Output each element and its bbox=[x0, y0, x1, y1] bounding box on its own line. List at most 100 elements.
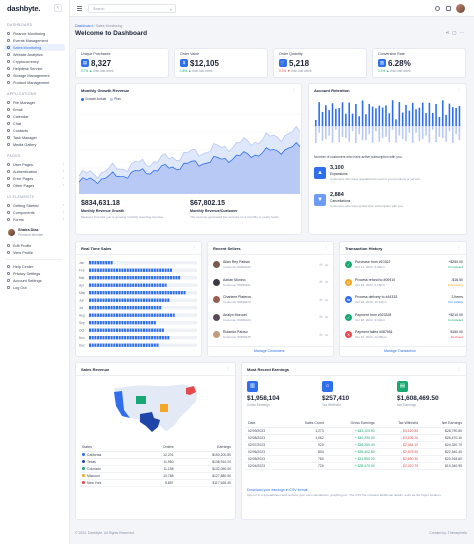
bar-segment bbox=[91, 328, 94, 332]
search-input[interactable]: Search ⌕ bbox=[88, 4, 176, 13]
breadcrumb-separator: / bbox=[93, 24, 95, 28]
share-icon[interactable]: ⋖ bbox=[445, 30, 453, 35]
phone-icon[interactable]: ☏ bbox=[324, 297, 331, 302]
sidebar-section-ui-elements: UI ELEMENTS bbox=[7, 195, 35, 199]
seller-row[interactable]: Charlene Plateros Customer ID#00223 ✉☏ bbox=[213, 293, 331, 306]
phone-icon[interactable]: ☏ bbox=[324, 280, 331, 284]
sidebar-item-task-manager[interactable]: Task Manager bbox=[0, 134, 69, 141]
phone-icon[interactable]: ☏ bbox=[324, 262, 331, 267]
sidebar-item-other-pages[interactable]: Other Pages › bbox=[0, 182, 69, 189]
sidebar-item-account-settings[interactable]: Account Settings bbox=[0, 277, 69, 284]
bar-segment bbox=[153, 283, 156, 287]
sidebar-item-authentication[interactable]: Authentication › bbox=[0, 168, 69, 175]
column-header: Net Earnings bbox=[420, 420, 464, 428]
bar-segment bbox=[151, 343, 154, 347]
message-icon[interactable]: ✉ bbox=[319, 315, 325, 319]
seller-row[interactable]: Adrian Monino Customer ID#00221 ✉☏ bbox=[213, 276, 331, 289]
sidebar-item-product-management[interactable]: Product Management bbox=[0, 79, 69, 86]
sidebar-collapse-button[interactable]: ‹ bbox=[54, 4, 62, 12]
sidebar-item-sales-monitoring[interactable]: Sales Monitoring bbox=[4, 44, 65, 51]
bar-segment bbox=[145, 283, 148, 287]
sidebar-item-user-pages[interactable]: User Pages › bbox=[0, 161, 69, 168]
bar-segment bbox=[110, 291, 113, 295]
sidebar-item-website-analytics[interactable]: Website Analytics bbox=[0, 51, 69, 58]
sidebar-item-forms[interactable]: Forms › bbox=[0, 216, 69, 223]
settings-icon[interactable] bbox=[446, 6, 451, 11]
sidebar-item-components[interactable]: Components › bbox=[0, 209, 69, 216]
seller-row[interactable]: Analyn Morconi Customer ID#00224 ✉☏ bbox=[213, 311, 331, 324]
sidebar-item-view-profile[interactable]: View Profile bbox=[0, 249, 69, 256]
sidebar-item-calendar[interactable]: Calendar bbox=[0, 113, 69, 120]
sidebar-item-edit-profile[interactable]: Edit Profile bbox=[0, 242, 69, 249]
app-logo[interactable]: dashbyte. bbox=[7, 4, 41, 13]
bar-segment bbox=[126, 313, 129, 317]
user-card[interactable]: Shaira Diaz Premium Member bbox=[5, 226, 64, 239]
message-icon[interactable]: ✉ bbox=[319, 280, 325, 284]
breadcrumb-root[interactable]: Dashboard bbox=[75, 24, 93, 28]
more-icon[interactable]: ⋯ bbox=[459, 30, 467, 35]
bar-segment bbox=[113, 328, 116, 332]
sidebar-item-getting-started[interactable]: Getting Started › bbox=[0, 202, 69, 209]
card-menu-icon[interactable]: ⋮ bbox=[292, 87, 296, 92]
seller-row[interactable]: Rolando Paloso Customer ID#00225 ✉☏ bbox=[213, 328, 331, 341]
growth-stat-2-label: Monthly Revenue/Customer bbox=[190, 209, 238, 213]
sidebar-item-contacts[interactable]: Contacts bbox=[0, 127, 69, 134]
message-icon[interactable]: ✉ bbox=[319, 262, 325, 267]
sidebar-item-finance-monitoring[interactable]: Finance Monitoring bbox=[0, 30, 69, 37]
manage-customers-link[interactable]: Manage Customers bbox=[254, 349, 285, 353]
retention-title: Account Retention bbox=[314, 88, 350, 93]
phone-icon[interactable]: ☏ bbox=[324, 315, 331, 319]
transaction-row[interactable]: ↻ Process refund to #00910 Oct 19, 2023, 2… bbox=[345, 276, 463, 289]
card-menu-icon[interactable]: ⋮ bbox=[192, 245, 196, 250]
plan-line bbox=[79, 125, 300, 179]
sidebar-item-chat[interactable]: Chat bbox=[0, 120, 69, 127]
sidebar-item-helpdesk-service[interactable]: Helpdesk Service bbox=[0, 65, 69, 72]
cancellation-bar bbox=[361, 126, 364, 141]
sidebar-item-cryptocurrency[interactable]: Cryptocurrency bbox=[0, 58, 69, 65]
card-menu-icon[interactable]: ⋮ bbox=[226, 366, 230, 371]
card-menu-icon[interactable]: ⋮ bbox=[457, 366, 461, 371]
kpi-label: Conversion Rate bbox=[378, 52, 405, 56]
transaction-status: Completed bbox=[448, 317, 463, 322]
print-icon[interactable]: ▢ bbox=[452, 30, 460, 35]
sidebar-item-file-manager[interactable]: File Manager bbox=[0, 99, 69, 106]
transaction-row[interactable]: ✓ Payment from #023328 Oct 18, 2023, 4:10p… bbox=[345, 311, 463, 324]
user-avatar[interactable] bbox=[456, 4, 465, 13]
seller-id: Customer ID#00221 bbox=[223, 282, 251, 287]
table-row: 02/08/2023 1,062 + $40,290.00- $3,105.20 $2… bbox=[246, 434, 464, 442]
sidebar-item-privacy-settings[interactable]: Privacy Settings bbox=[0, 270, 69, 277]
bar-segment bbox=[118, 291, 121, 295]
sidebar-item-events-management[interactable]: Events Management bbox=[0, 37, 69, 44]
bar-segment bbox=[167, 336, 170, 340]
card-menu-icon[interactable]: ⋮ bbox=[457, 245, 461, 250]
sidebar-item-storage-management[interactable]: Storage Management bbox=[0, 72, 69, 79]
cancellation-bar bbox=[395, 126, 397, 143]
sidebar-item-label: Forms bbox=[13, 217, 24, 222]
cancellation-bar bbox=[358, 126, 361, 135]
manage-transaction-link[interactable]: Manage Transaction bbox=[384, 349, 416, 353]
bar-segment bbox=[121, 328, 124, 332]
transaction-row[interactable]: ✕ Payment failed #087651 Oct 15, 2023, 12:… bbox=[345, 328, 463, 341]
transaction-row[interactable]: ✓ Purchase from #10322 Oct 21, 2023, 3:30p… bbox=[345, 258, 463, 271]
bar-segment bbox=[140, 276, 143, 280]
menu-toggle-icon[interactable] bbox=[77, 5, 82, 11]
download-csv-link[interactable]: Download your earnings in CSV format. bbox=[247, 488, 309, 492]
gross-cell: + $35,402.80 bbox=[325, 448, 377, 456]
bar-segment bbox=[153, 291, 156, 295]
seller-row[interactable]: Allan Rey Palban Customer ID#00222 ✉☏ bbox=[213, 258, 331, 271]
card-menu-icon[interactable]: ⋮ bbox=[324, 245, 328, 250]
seller-id: Customer ID#00223 bbox=[223, 300, 251, 304]
expansion-bar bbox=[431, 112, 434, 126]
transaction-row[interactable]: ⇆ Process delivery to #44333 Oct 18, 2023,… bbox=[345, 293, 463, 306]
message-icon[interactable]: ✉ bbox=[319, 297, 325, 302]
message-icon[interactable]: ✉ bbox=[319, 332, 325, 337]
notification-icon[interactable] bbox=[435, 6, 440, 11]
card-menu-icon[interactable]: ⋮ bbox=[457, 87, 461, 92]
bar-segment bbox=[99, 328, 102, 332]
sidebar-item-error-pages[interactable]: Error Pages › bbox=[0, 175, 69, 182]
sidebar-item-email[interactable]: Email bbox=[0, 106, 69, 113]
sidebar-item-help-center[interactable]: Help Center bbox=[0, 263, 69, 270]
sidebar-item-media-gallery[interactable]: Media Gallery bbox=[0, 141, 69, 148]
phone-icon[interactable]: ☏ bbox=[324, 332, 331, 337]
sidebar-item-log-out[interactable]: Log Out bbox=[0, 284, 69, 291]
